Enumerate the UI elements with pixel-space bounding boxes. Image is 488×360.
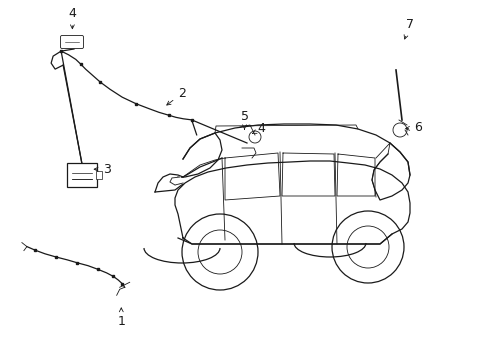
Text: 3: 3 bbox=[94, 163, 110, 176]
Text: 7: 7 bbox=[403, 18, 413, 39]
Polygon shape bbox=[170, 177, 183, 185]
Text: 4: 4 bbox=[252, 122, 265, 135]
Text: 2: 2 bbox=[166, 87, 185, 105]
Text: 1: 1 bbox=[117, 308, 125, 328]
Text: 5: 5 bbox=[240, 111, 248, 129]
Text: 4: 4 bbox=[68, 7, 76, 29]
FancyBboxPatch shape bbox=[67, 163, 97, 187]
Text: 6: 6 bbox=[405, 121, 421, 134]
Bar bbox=[96, 171, 102, 179]
FancyBboxPatch shape bbox=[61, 36, 83, 49]
